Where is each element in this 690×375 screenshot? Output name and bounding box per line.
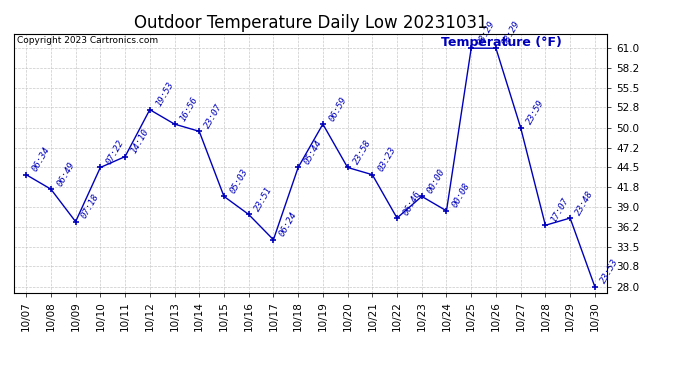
Text: Temperature (°F): Temperature (°F) (441, 36, 562, 50)
Text: 19:53: 19:53 (154, 81, 175, 108)
Text: 08:29: 08:29 (500, 19, 522, 47)
Text: 23:58: 23:58 (352, 138, 373, 166)
Text: 16:56: 16:56 (179, 95, 200, 123)
Text: 06:34: 06:34 (30, 146, 52, 173)
Text: 07:22: 07:22 (104, 138, 126, 166)
Text: Copyright 2023 Cartronics.com: Copyright 2023 Cartronics.com (17, 36, 158, 45)
Text: 23:53: 23:53 (599, 258, 620, 285)
Title: Outdoor Temperature Daily Low 20231031: Outdoor Temperature Daily Low 20231031 (134, 14, 487, 32)
Text: 14:10: 14:10 (129, 128, 150, 155)
Text: 05:03: 05:03 (228, 167, 249, 195)
Text: 06:24: 06:24 (277, 211, 299, 238)
Text: 05:44: 05:44 (302, 138, 324, 166)
Text: 23:51: 23:51 (253, 185, 274, 213)
Text: 17:07: 17:07 (549, 196, 571, 224)
Text: 23:07: 23:07 (204, 102, 225, 130)
Text: 23:59: 23:59 (525, 99, 546, 126)
Text: 06:59: 06:59 (327, 95, 348, 123)
Text: 00:08: 00:08 (451, 182, 472, 210)
Text: 08:29: 08:29 (475, 19, 497, 47)
Text: 06:49: 06:49 (55, 160, 77, 188)
Text: 23:48: 23:48 (574, 189, 595, 217)
Text: 06:46: 06:46 (401, 189, 422, 217)
Text: 03:23: 03:23 (377, 146, 397, 173)
Text: 07:18: 07:18 (80, 192, 101, 220)
Text: 00:00: 00:00 (426, 167, 447, 195)
